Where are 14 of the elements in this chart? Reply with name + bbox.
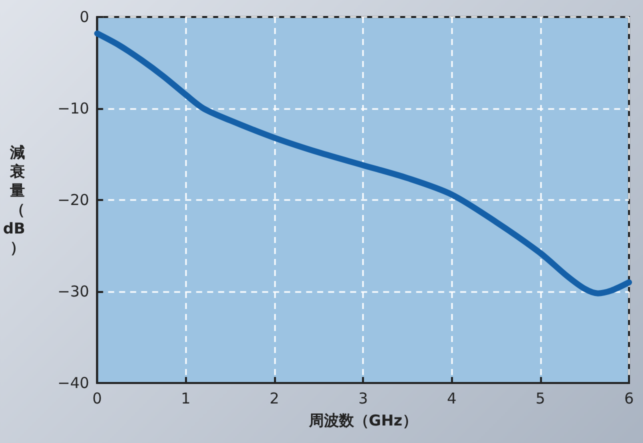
x-tick-label: 4 <box>446 390 456 408</box>
x-tick-label: 5 <box>536 390 546 408</box>
x-tick-label: 0 <box>92 390 102 408</box>
y-axis-title: 減衰量（dB） <box>3 144 26 256</box>
y-tick-label: −10 <box>58 100 90 118</box>
y-tick-label: 0 <box>80 8 90 26</box>
x-tick-label: 3 <box>358 390 368 408</box>
x-tick-label: 1 <box>181 390 191 408</box>
y-tick-label: −40 <box>58 374 90 392</box>
y-tick-label: −30 <box>58 282 90 300</box>
y-tick-label: −20 <box>58 191 90 209</box>
x-tick-label: 2 <box>270 390 280 408</box>
x-tick-label: 6 <box>624 390 634 408</box>
x-axis-title: 周波数（GHz） <box>308 412 418 430</box>
